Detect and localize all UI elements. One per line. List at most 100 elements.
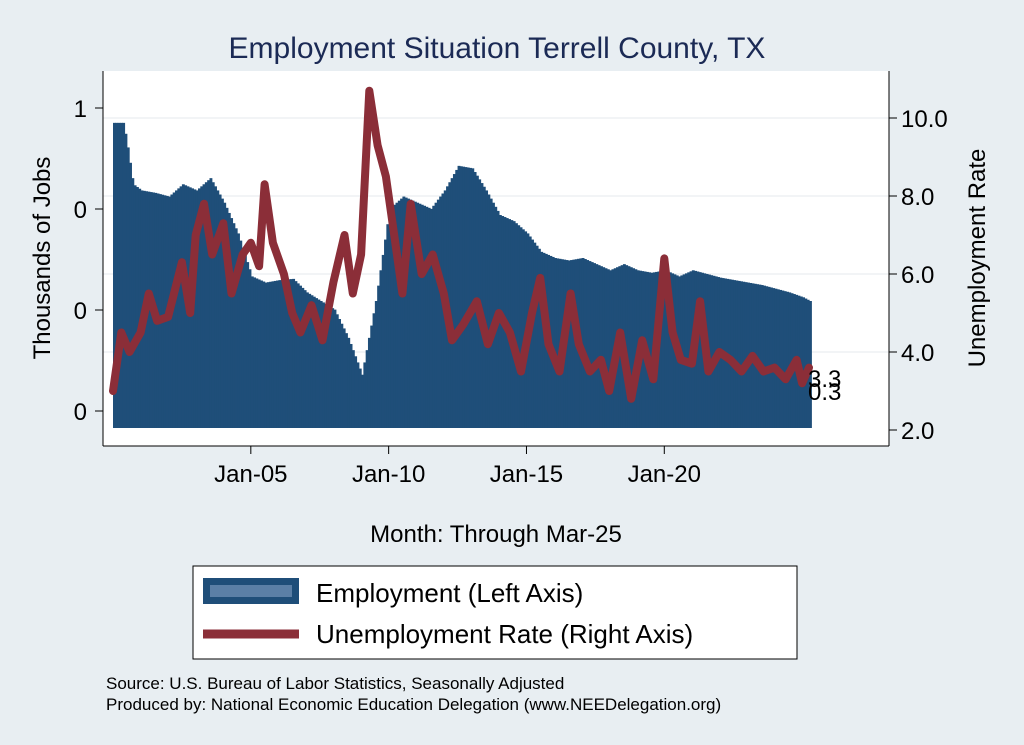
employment-bar xyxy=(370,325,374,428)
employment-bar xyxy=(287,279,291,428)
employment-bar xyxy=(512,221,516,428)
employment-bar xyxy=(533,242,537,428)
employment-bar xyxy=(232,223,236,428)
end-label-unemployment: 3.3 xyxy=(808,366,841,393)
employment-bar xyxy=(420,204,424,428)
employment-bar xyxy=(593,263,596,428)
employment-bar xyxy=(572,259,576,428)
employment-bar xyxy=(687,272,691,428)
employment-bar xyxy=(381,254,385,428)
employment-bar xyxy=(519,227,523,428)
employment-bar xyxy=(349,344,353,428)
employment-bar xyxy=(241,247,245,428)
employment-bar xyxy=(340,323,344,428)
employment-bar xyxy=(595,264,599,428)
employment-bar xyxy=(588,261,592,428)
employment-bar xyxy=(471,168,475,429)
employment-bar xyxy=(289,279,293,428)
employment-bar xyxy=(269,281,273,428)
employment-bar xyxy=(661,270,665,428)
employment-bar xyxy=(733,280,737,428)
employment-bar xyxy=(632,268,636,428)
employment-bar xyxy=(204,182,208,428)
employment-bar xyxy=(508,219,511,428)
employment-bar xyxy=(648,272,652,428)
employment-bar xyxy=(218,194,222,428)
employment-bar xyxy=(416,202,420,428)
employment-bar xyxy=(400,198,404,428)
employment-bar xyxy=(423,205,426,428)
employment-bar xyxy=(629,267,633,428)
employment-bar xyxy=(517,225,521,428)
employment-bar xyxy=(250,276,254,428)
employment-bar xyxy=(239,240,243,428)
employment-bar xyxy=(135,187,139,428)
employment-bar xyxy=(740,281,743,428)
employment-bar xyxy=(452,174,456,428)
employment-bar xyxy=(243,254,247,428)
employment-bar xyxy=(540,251,544,428)
right-tick-label: 6.0 xyxy=(901,262,934,289)
employment-bar xyxy=(696,271,700,428)
x-axis-title: Month: Through Mar-25 xyxy=(370,521,622,548)
employment-bar xyxy=(234,228,238,428)
employment-bar xyxy=(604,268,608,428)
employment-bar xyxy=(129,162,132,429)
employment-bar xyxy=(315,298,319,428)
employment-bar xyxy=(264,282,268,428)
employment-bar xyxy=(342,328,346,428)
employment-bar xyxy=(363,362,367,428)
employment-bar xyxy=(324,303,328,428)
employment-bar xyxy=(439,196,443,428)
employment-bar xyxy=(804,298,808,428)
employment-bar xyxy=(260,280,263,428)
employment-bar xyxy=(567,260,571,428)
employment-bar xyxy=(466,167,470,428)
employment-bar xyxy=(319,301,323,428)
employment-bar xyxy=(570,260,574,428)
employment-bar xyxy=(237,233,240,428)
employment-bar xyxy=(246,262,250,428)
employment-bar xyxy=(331,308,335,428)
employment-bar xyxy=(356,362,360,428)
employment-bar xyxy=(781,290,785,428)
employment-bar xyxy=(126,147,130,428)
legend-swatch-employment-inner xyxy=(210,585,292,597)
employment-bar xyxy=(756,284,760,428)
employment-bar xyxy=(271,281,275,428)
employment-bar xyxy=(432,205,436,428)
left-axis-title: Thousands of Jobs xyxy=(29,157,56,360)
employment-bar xyxy=(386,224,390,428)
employment-bar xyxy=(514,223,518,428)
employment-bar xyxy=(292,278,296,428)
employment-bar xyxy=(285,279,289,428)
employment-bar xyxy=(301,287,305,428)
employment-bar xyxy=(462,166,466,428)
employment-bar xyxy=(119,122,123,428)
employment-bar xyxy=(305,292,309,428)
employment-bar xyxy=(361,374,364,428)
employment-bar xyxy=(418,203,422,428)
employment-bar xyxy=(163,195,167,428)
employment-bar xyxy=(786,291,789,428)
employment-bar xyxy=(347,337,351,428)
employment-bar xyxy=(117,122,121,428)
employment-bar xyxy=(296,283,300,428)
employment-bar xyxy=(763,285,766,428)
employment-bar xyxy=(253,277,257,428)
employment-bar xyxy=(273,280,277,428)
employment-bar xyxy=(590,262,594,428)
employment-bar xyxy=(760,285,764,428)
right-tick-label: 10.0 xyxy=(901,106,948,133)
employment-bar xyxy=(138,188,142,428)
employment-bar xyxy=(457,165,461,428)
employment-bar xyxy=(207,180,211,428)
employment-bar xyxy=(425,206,429,428)
employment-bar xyxy=(282,279,286,428)
employment-bar xyxy=(464,167,468,429)
employment-bar xyxy=(328,306,332,428)
employment-bar xyxy=(393,204,397,428)
employment-bar xyxy=(299,285,302,428)
left-tick-label: 0 xyxy=(74,399,87,426)
